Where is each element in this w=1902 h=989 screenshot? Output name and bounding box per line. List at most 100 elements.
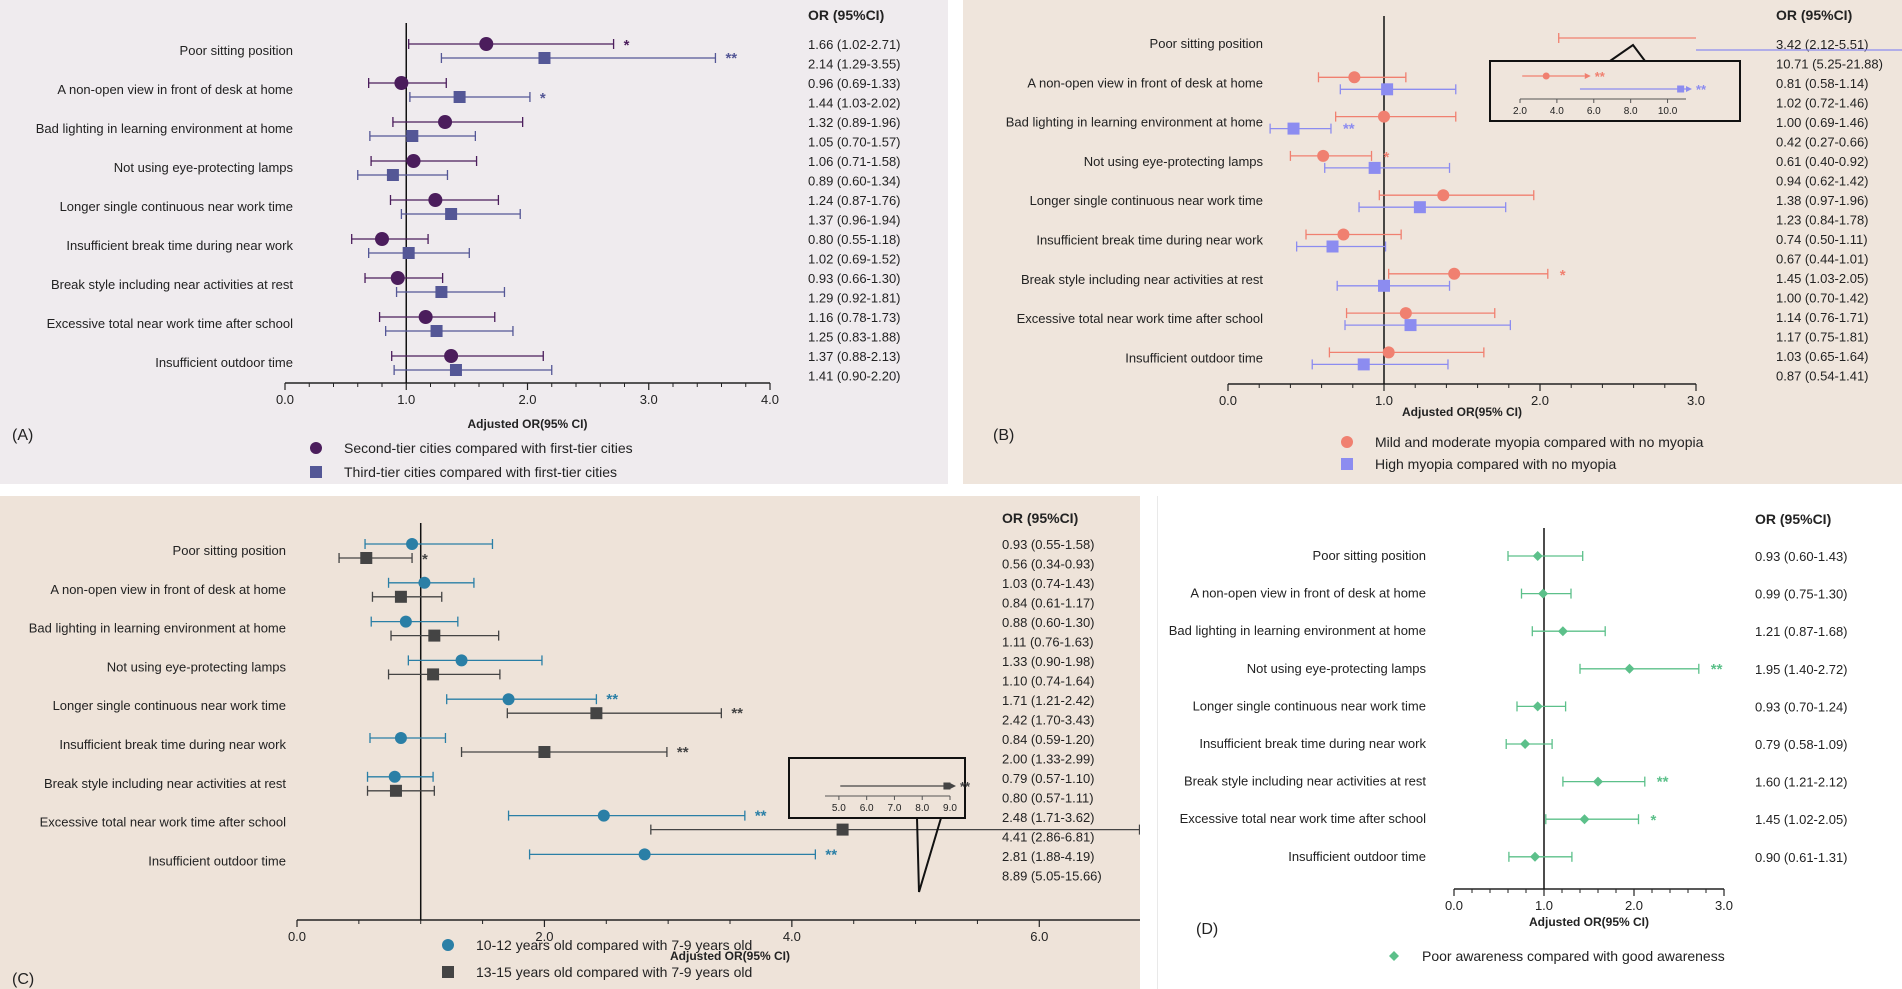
panel-c-or-value: 1.71 (1.21-2.42): [1002, 693, 1095, 708]
panel-d-panel-label: (D): [1196, 921, 1218, 938]
panel-b-point-estimate: [1381, 83, 1394, 96]
panel-a-x-tick-label: 2.0: [518, 392, 536, 407]
panel-a-or-value: 1.25 (0.83-1.88): [808, 330, 901, 345]
panel-a-or-value: 0.80 (0.55-1.18): [808, 232, 901, 247]
panel-a-or-value: 1.06 (0.71-1.58): [808, 154, 901, 169]
panel-c-x-tick-label: 2.0: [535, 929, 553, 944]
panel-a-legend-marker: [310, 466, 322, 478]
panel-c-or-value: 1.33 (0.90-1.98): [1002, 654, 1095, 669]
panel-c-inset-significance-mark: **: [960, 779, 971, 794]
panel-c-legend-marker: [442, 939, 454, 951]
panel-b-panel-label: (B): [993, 427, 1014, 444]
panel-d-legend-label: Poor awareness compared with good awaren…: [1422, 948, 1725, 964]
panel-b-inset: 2.0 4.0 6.0 8.0 10.0 ** **: [1489, 43, 1741, 122]
panel-d-significance-mark: *: [1651, 812, 1657, 829]
panel-c-inset-tick-label: 7.0: [887, 803, 901, 814]
panel-d-x-tick-label: 2.0: [1625, 898, 1643, 913]
panel-c-point-estimate: [638, 848, 651, 861]
panel-c-category-label: Bad lighting in learning environment at …: [29, 621, 286, 636]
panel-c-or-value: 1.10 (0.74-1.64): [1002, 674, 1095, 689]
panel-c-point-estimate: [428, 629, 441, 642]
panel-a-x-tick-label: 3.0: [640, 392, 658, 407]
panel-a-significance-mark: *: [624, 37, 630, 54]
panel-c-or-value: 2.48 (1.71-3.62): [1002, 810, 1095, 825]
panel-a-legend-label: Second-tier cities compared with first-t…: [344, 440, 633, 456]
panel-d-category-label: Insufficient outdoor time: [1288, 849, 1426, 864]
panel-b-point-estimate: [1378, 279, 1390, 292]
panel-c-category-label: Not using eye-protecting lamps: [107, 659, 287, 674]
panel-c-point-estimate: [455, 654, 468, 667]
panel-b-inset-point: [1542, 72, 1550, 80]
panel-b-significance-mark: *: [1384, 149, 1390, 166]
panel-a-or-value: 1.44 (1.03-2.02): [808, 96, 901, 111]
panel-c-point-estimate: [538, 746, 551, 758]
panel-d-x-tick-label: 0.0: [1445, 898, 1463, 913]
panel-a-or-value: 1.66 (1.02-2.71): [808, 37, 901, 52]
panel-c-or-value: 0.56 (0.34-0.93): [1002, 557, 1095, 572]
panel-a-category-label: Excessive total near work time after sch…: [47, 316, 293, 331]
panel-b-or-value: 0.67 (0.44-1.01): [1776, 252, 1869, 267]
panel-b-point-estimate: [1404, 319, 1417, 332]
panel-c-point-estimate: [590, 707, 603, 720]
panel-b-point-estimate: [1382, 346, 1395, 359]
panel-b-inset-tick-label: 10.0: [1658, 106, 1678, 117]
panel-b-point-estimate: [1326, 240, 1339, 253]
panel-b-inset-arrow: [1584, 73, 1591, 79]
panel-b-point-estimate: [1348, 71, 1361, 84]
panel-b-category-label: Poor sitting position: [1150, 36, 1263, 51]
panel-a-x-axis-label: Adjusted OR(95% CI): [467, 417, 587, 431]
panel-d-forest-plot: 0.0 1.0 2.0 3.0 Adjusted OR(95% CI) OR (95%CI…: [1157, 496, 1902, 989]
panel-c-category-label: Excessive total near work time after sch…: [40, 815, 286, 830]
panel-b-x-tick-label: 1.0: [1375, 393, 1393, 408]
panel-d-point-estimate: [1532, 701, 1543, 712]
panel-b-category-label: A non-open view in front of desk at home: [1027, 75, 1263, 90]
panel-b-or-value: 1.17 (0.75-1.81): [1776, 330, 1869, 345]
panel-c-or-value: 4.41 (2.86-6.81): [1002, 830, 1095, 845]
panel-c-or-value: 2.81 (1.88-4.19): [1002, 849, 1095, 864]
panel-a-forest-plot: 0.0 1.0 2.0 3.0 4.0 Adjusted OR(95% CI) OR (95…: [0, 0, 948, 484]
panel-c-point-estimate: [427, 668, 440, 681]
panel-b-point-estimate: [1337, 228, 1350, 241]
panel-d-svg: 0.0 1.0 2.0 3.0 Adjusted OR(95% CI) OR (95%CI…: [1169, 511, 1848, 964]
panel-d-or-value: 0.93 (0.70-1.24): [1755, 699, 1848, 714]
panel-c-inset-tick-label: 9.0: [943, 803, 957, 814]
panel-c-point-estimate: [836, 823, 849, 836]
panel-b-category-label: Excessive total near work time after sch…: [1017, 311, 1263, 326]
panel-a-panel-label: (A): [12, 427, 33, 444]
panel-c-forest-plot: 0.0 2.0 4.0 6.0 Adjusted OR(95% CI) OR (95%CI…: [0, 496, 1140, 989]
panel-c-or-value: 1.03 (0.74-1.43): [1002, 576, 1095, 591]
panel-b-legend-marker: [1341, 436, 1353, 448]
panel-d-category-label: Poor sitting position: [1313, 548, 1426, 563]
panel-d-legend-marker: [1389, 951, 1399, 961]
panel-b-legend-label: High myopia compared with no myopia: [1375, 456, 1616, 472]
panel-a-or-value: 0.96 (0.69-1.33): [808, 76, 901, 91]
panel-b-inset-tick-label: 4.0: [1550, 106, 1564, 117]
panel-a-or-value: 1.02 (0.69-1.52): [808, 252, 901, 267]
panel-b-point-estimate: [1437, 189, 1450, 202]
panel-c-or-value: 1.11 (0.76-1.63): [1002, 635, 1094, 650]
panel-b-category-label: Longer single continuous near work time: [1030, 193, 1263, 208]
panel-d-or-header: OR (95%CI): [1755, 511, 1831, 527]
panel-b-category-label: Insufficient break time during near work: [1036, 233, 1263, 248]
panel-a-significance-mark: *: [540, 90, 546, 107]
panel-c-point-estimate: [406, 538, 419, 550]
panel-d-x-tick-label: 3.0: [1715, 898, 1733, 913]
panel-b-inset-pointer: [1609, 43, 1646, 62]
panel-c-significance-mark: **: [606, 691, 618, 708]
panel-c-point-estimate: [389, 784, 402, 797]
panel-b-category-label: Break style including near activities at…: [1021, 272, 1263, 287]
panel-d-point-estimate: [1593, 776, 1603, 787]
panel-c-point-estimate: [360, 552, 373, 564]
panel-b-point-estimate: [1287, 122, 1300, 135]
panel-c-legend-label: 10-12 years old compared with 7-9 years …: [476, 937, 752, 953]
panel-d-category-label: Longer single continuous near work time: [1193, 698, 1426, 713]
panel-c-category-label: A non-open view in front of desk at home: [50, 582, 286, 597]
panel-b-inset-frame: [1489, 60, 1741, 122]
panel-b-or-value: 1.45 (1.03-2.05): [1776, 271, 1869, 286]
panel-b-point-estimate: [1378, 110, 1390, 123]
panel-a-point-estimate: [438, 115, 453, 129]
panel-b-or-value: 10.71 (5.25-21.88): [1776, 57, 1883, 72]
panel-c-point-estimate: [394, 732, 407, 744]
panel-a-category-label: Poor sitting position: [180, 43, 293, 58]
panel-c-or-value: 2.42 (1.70-3.43): [1002, 713, 1095, 728]
